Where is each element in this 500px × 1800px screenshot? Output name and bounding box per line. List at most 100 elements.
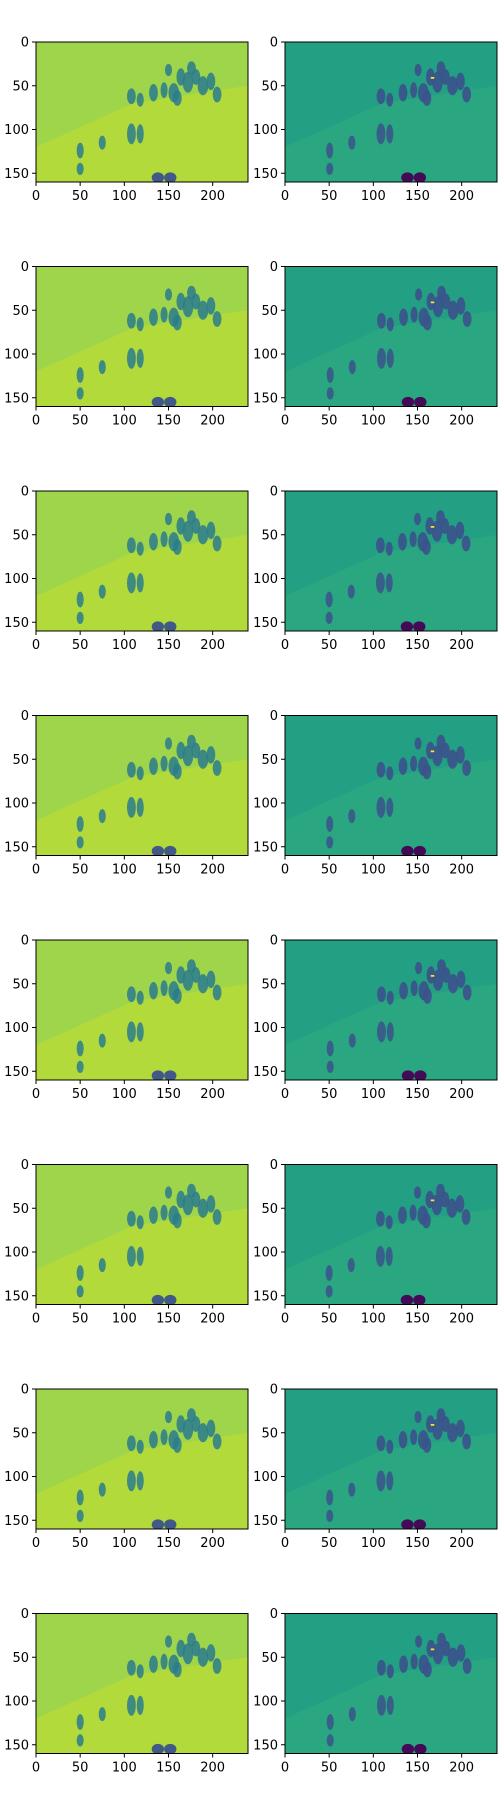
y-tick-label: 150	[4, 616, 29, 631]
x-tick-label: 150	[405, 189, 430, 204]
x-tick-label: 0	[32, 189, 40, 204]
figure-blob	[182, 969, 194, 991]
figure-blob	[325, 591, 333, 608]
figure-blob	[164, 63, 173, 77]
axes-frame	[284, 266, 498, 407]
figure-blob	[206, 72, 216, 91]
figure-blob	[136, 797, 144, 817]
heatmap-image	[285, 266, 497, 407]
figure-blob	[206, 746, 216, 764]
figure-blob	[76, 1285, 84, 1298]
figure-blob	[326, 162, 334, 175]
figure-blob	[187, 1183, 196, 1198]
axes-frame	[35, 1388, 249, 1530]
x-tick-label: 50	[321, 189, 338, 204]
figure-blob	[326, 1509, 334, 1522]
heatmap-background	[285, 940, 497, 1080]
axes-frame	[35, 490, 249, 632]
figure-blob	[212, 311, 222, 327]
figure-blob	[136, 541, 144, 556]
figure-blob	[386, 92, 394, 107]
figure-blob	[160, 1653, 168, 1670]
x-tick-label: 200	[449, 1761, 474, 1776]
x-tick-label: 50	[321, 1087, 338, 1102]
figure-blob	[76, 1265, 84, 1281]
figure-blob	[376, 88, 386, 105]
figure-blob	[172, 763, 182, 780]
figure-blob	[206, 1195, 216, 1213]
figure-blob	[409, 531, 417, 547]
y-tick-label: 150	[253, 1289, 278, 1304]
figure-blob	[206, 970, 216, 989]
figure-blob	[377, 1659, 386, 1676]
figure-blob	[151, 845, 165, 856]
x-tick-label: 200	[449, 863, 474, 878]
figure-blob	[401, 1743, 415, 1754]
figure-blob	[98, 1033, 106, 1048]
panel-r2-c2: 0 50 100 150 200 0 50 100 150	[253, 260, 498, 429]
x-tick-label: 0	[32, 863, 40, 878]
y-tick-label: 0	[270, 1607, 278, 1622]
figure-blob	[98, 584, 106, 599]
y-tick-label: 100	[4, 1246, 29, 1261]
figure-blob	[197, 76, 209, 96]
x-tick-label: 50	[72, 863, 89, 878]
figure-blob	[377, 986, 386, 1003]
highlight-mark	[430, 750, 435, 753]
figure-blob	[386, 348, 394, 368]
figure-blob	[462, 1433, 472, 1450]
x-tick-label: 150	[156, 1536, 181, 1551]
heatmap-image	[285, 491, 497, 631]
heatmap-image	[285, 715, 497, 856]
x-tick-label: 50	[321, 414, 338, 429]
y-tick-label: 150	[253, 1738, 278, 1753]
axes-frame	[284, 41, 498, 183]
heatmap-background	[285, 715, 497, 856]
y-tick-label: 150	[4, 840, 29, 855]
y-tick-label: 0	[270, 709, 278, 724]
y-tick-label: 50	[261, 977, 278, 992]
x-tick-label: 100	[361, 414, 386, 429]
figure-blob	[376, 761, 386, 778]
figure-blob	[325, 1285, 333, 1298]
figure-blob	[414, 63, 422, 77]
x-tick-label: 0	[281, 638, 289, 653]
figure-blob	[326, 1060, 334, 1073]
figure-blob	[462, 311, 472, 327]
x-tick-label: 0	[281, 1536, 289, 1551]
x-tick-label: 0	[281, 414, 289, 429]
figure-blob	[455, 521, 465, 540]
figure-blob	[422, 1437, 432, 1453]
figure-blob	[398, 1431, 408, 1449]
panel-r1-c2: 0 50 100 150 200 0 50 100 150	[253, 36, 498, 204]
figure-blob	[126, 537, 136, 554]
figure-blob	[164, 396, 177, 407]
x-tick-label: 150	[156, 414, 181, 429]
y-tick-label: 0	[21, 1383, 29, 1398]
x-tick-label: 150	[156, 1312, 181, 1327]
figure-blob	[126, 1435, 136, 1452]
figure-blob	[76, 591, 84, 608]
figure-blob	[461, 1209, 471, 1225]
x-tick-label: 150	[156, 1761, 181, 1776]
x-tick-label: 100	[112, 863, 137, 878]
figure-blob	[182, 1643, 194, 1665]
figure-blob	[376, 1435, 386, 1452]
figure-blob	[164, 288, 173, 301]
heatmap-background	[285, 42, 497, 182]
figure-blob	[326, 142, 334, 159]
figure-blob	[76, 1509, 84, 1522]
figure-blob	[197, 1198, 209, 1218]
x-tick-label: 100	[112, 1761, 137, 1776]
heatmap-image	[36, 1613, 248, 1754]
x-tick-label: 50	[321, 638, 338, 653]
x-tick-label: 50	[72, 1761, 89, 1776]
figure-blob	[187, 285, 196, 300]
y-tick-label: 150	[253, 167, 278, 182]
y-tick-label: 50	[12, 304, 29, 319]
figure-blob	[347, 1258, 355, 1273]
y-tick-label: 100	[4, 1021, 29, 1036]
x-tick-label: 150	[405, 1312, 430, 1327]
x-tick-label: 50	[72, 1087, 89, 1102]
figure-blob	[76, 816, 84, 832]
